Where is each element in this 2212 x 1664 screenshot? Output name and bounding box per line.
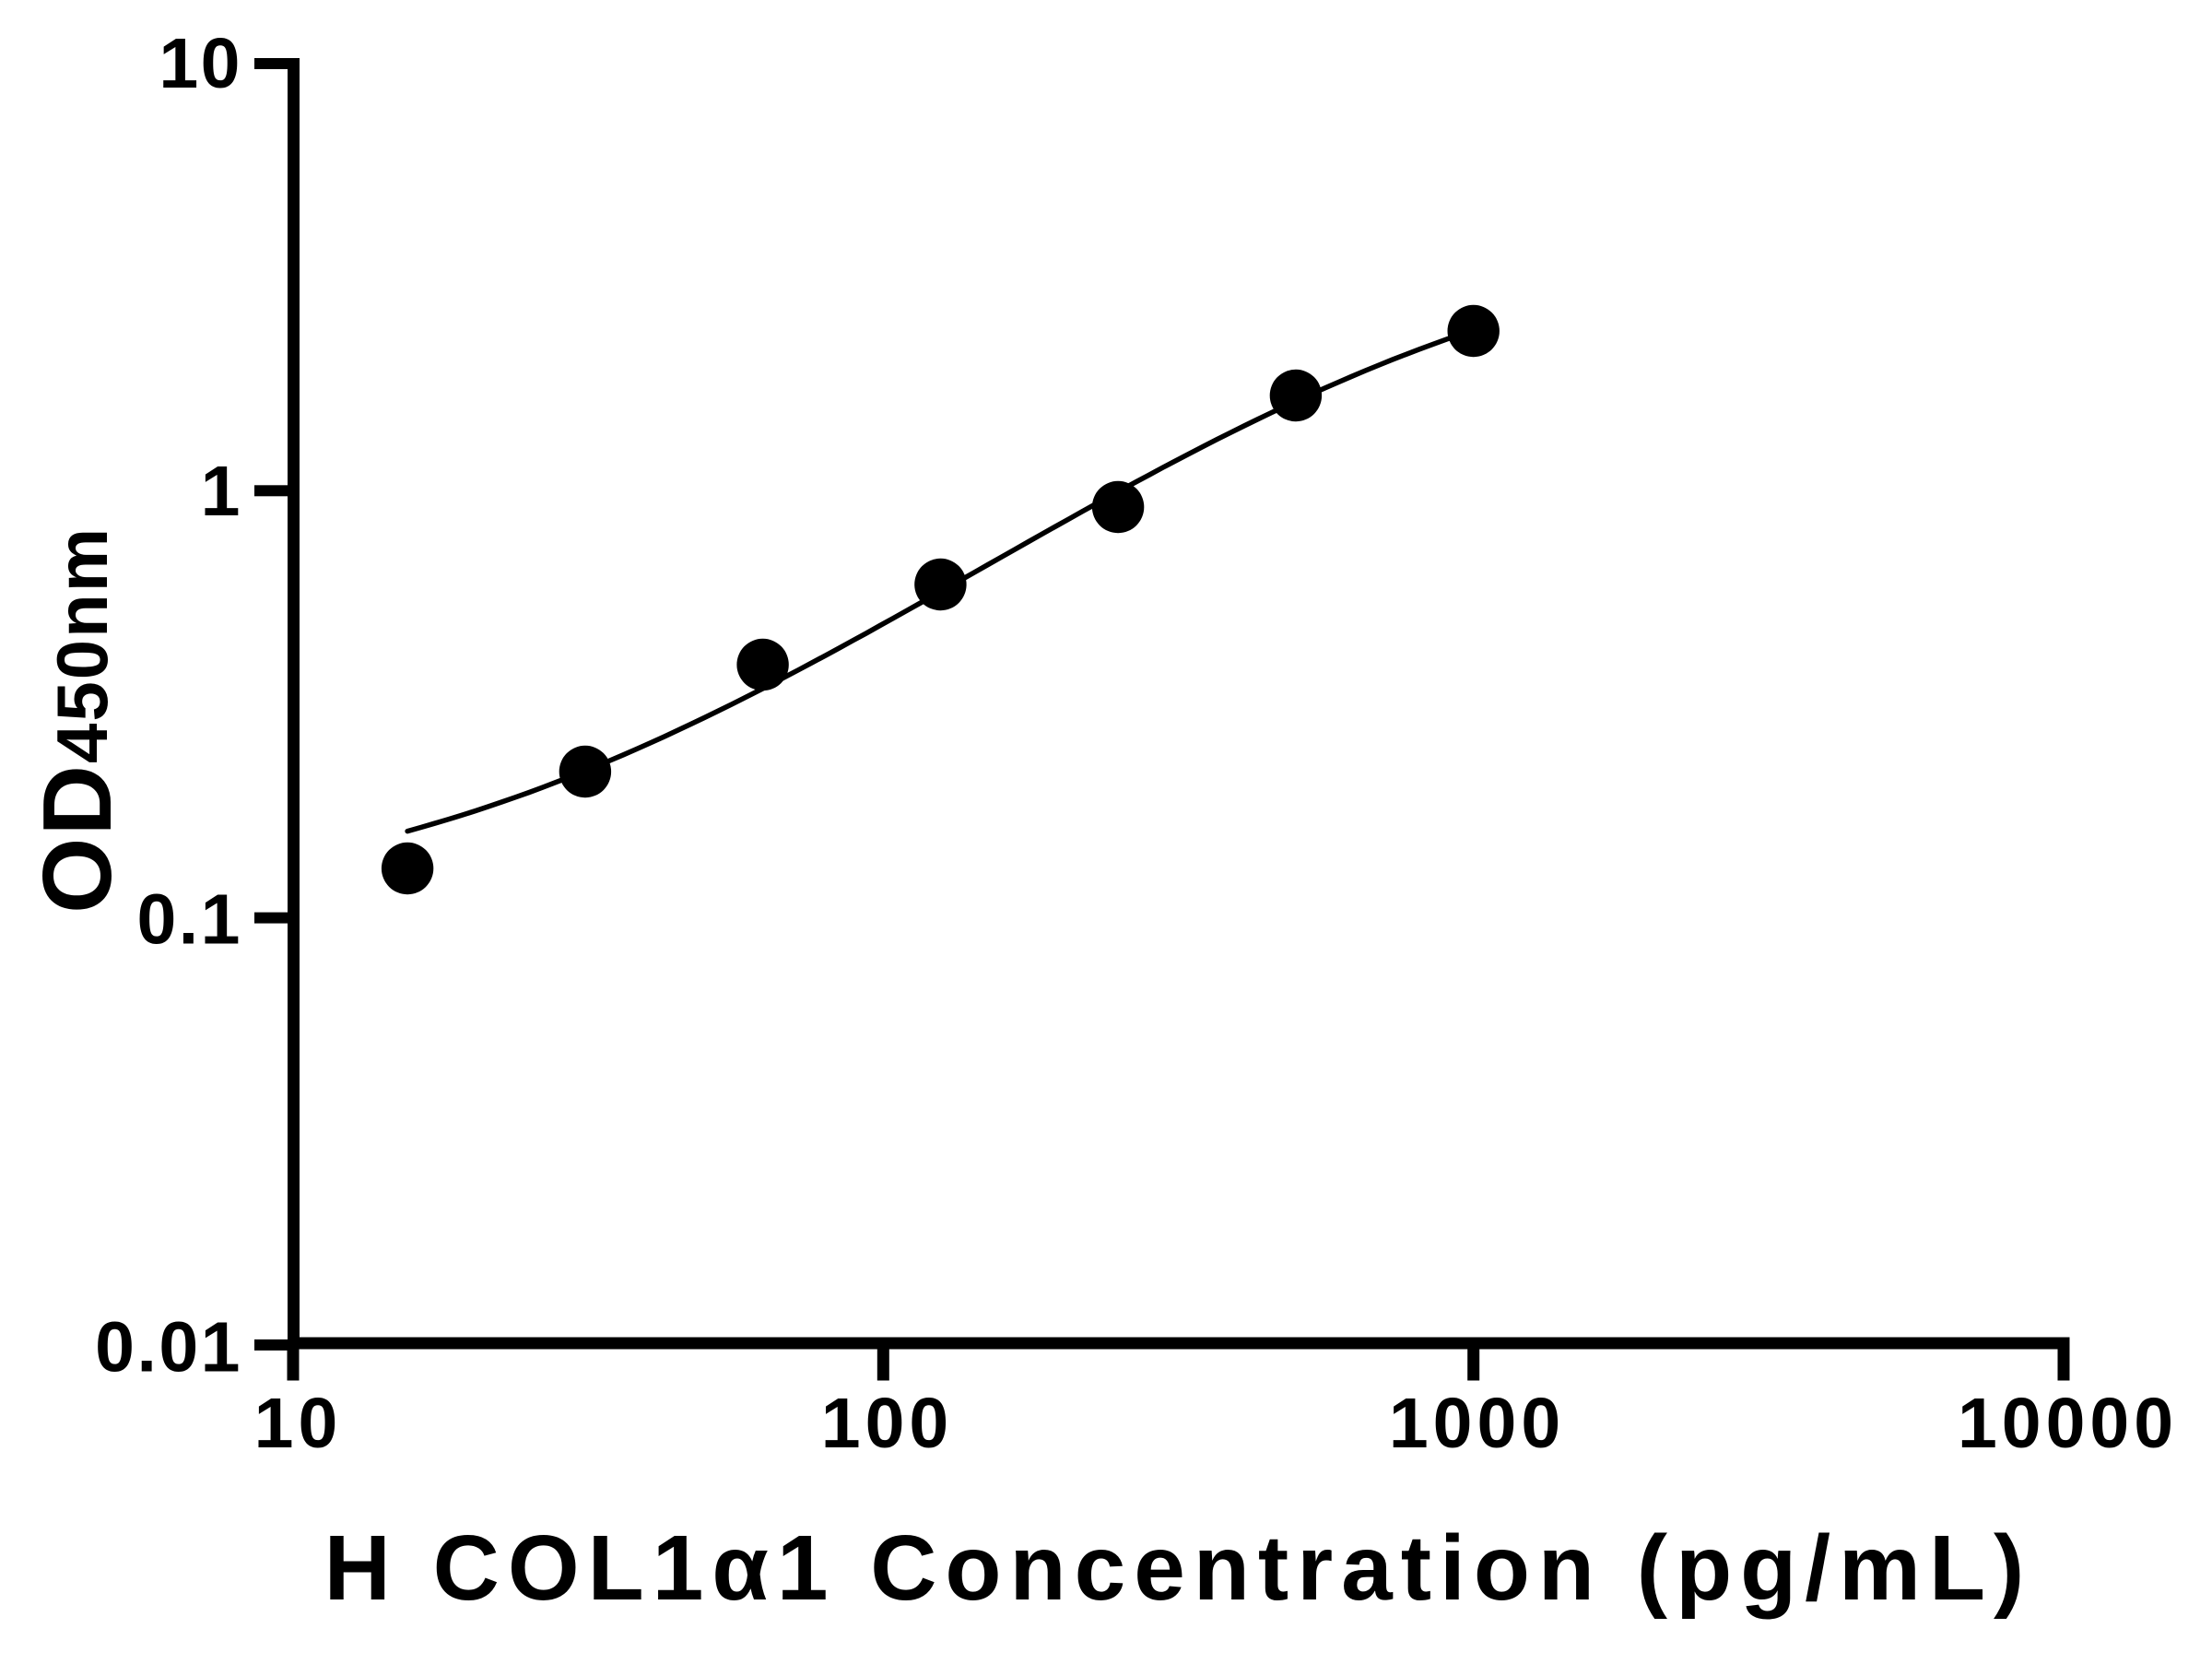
svg-text:1000: 1000 (1389, 1384, 1565, 1463)
svg-text:0.01: 0.01 (95, 1308, 242, 1387)
svg-text:OD450nm: OD450nm (23, 526, 132, 914)
svg-text:10: 10 (159, 24, 242, 103)
svg-text:10000: 10000 (1958, 1384, 2178, 1463)
svg-text:10: 10 (254, 1384, 343, 1463)
svg-text:100: 100 (821, 1384, 953, 1463)
svg-text:H COL1α1 Concentration (pg/mL): H COL1α1 Concentration (pg/mL) (324, 1516, 2033, 1620)
svg-text:1: 1 (201, 452, 242, 531)
svg-text:0.1: 0.1 (136, 880, 242, 960)
